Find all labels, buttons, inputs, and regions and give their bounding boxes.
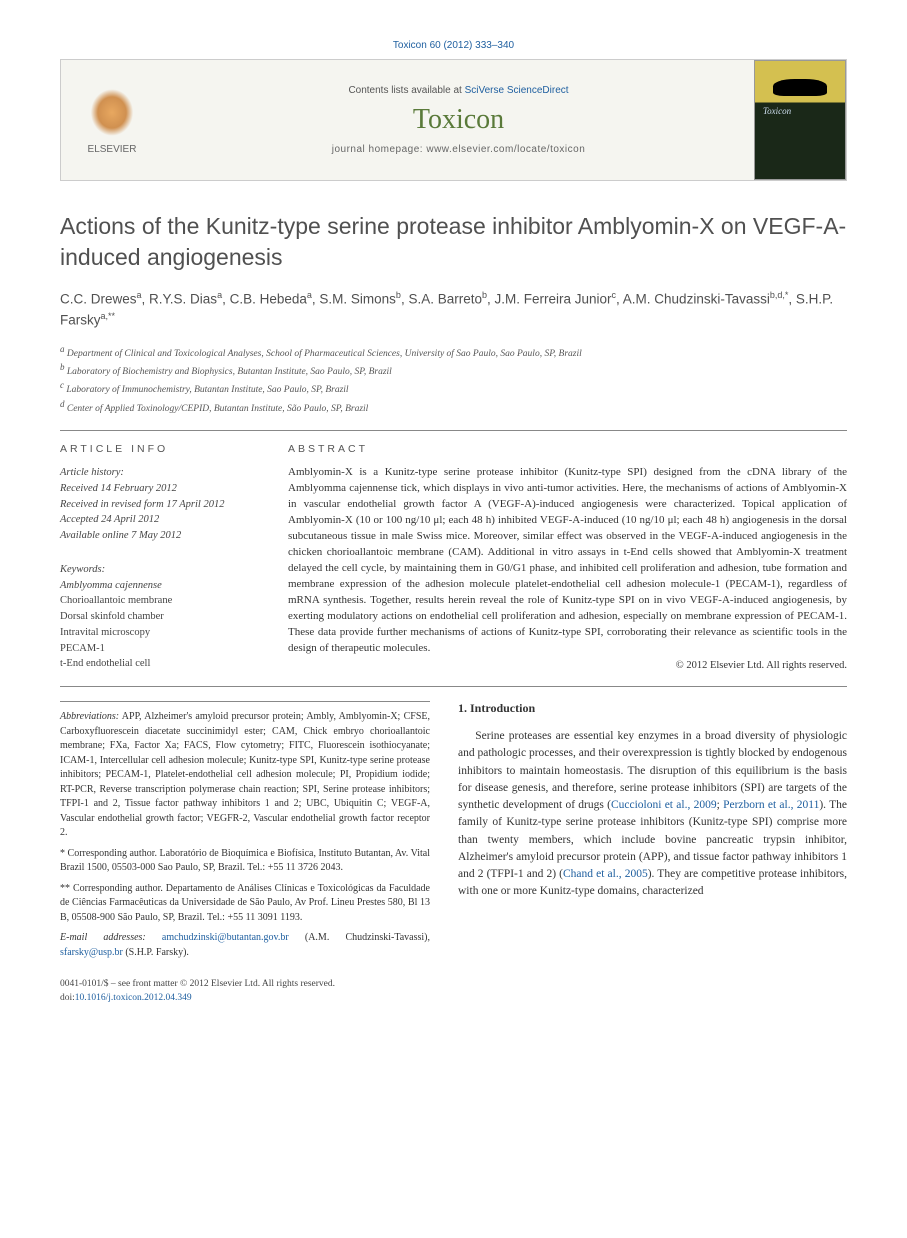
email-link-1[interactable]: amchudzinski@butantan.gov.br — [162, 932, 289, 943]
journal-name: Toxicon — [413, 104, 504, 136]
article-history: Article history: Received 14 February 20… — [60, 465, 260, 544]
page-footer: 0041-0101/$ – see front matter © 2012 El… — [60, 978, 847, 1005]
keyword-entry: PECAM-1 — [60, 641, 260, 657]
email-name-2: (S.H.P. Farsky). — [125, 947, 189, 958]
authors-list: C.C. Drewesa, R.Y.S. Diasa, C.B. Hebedaa… — [60, 289, 847, 331]
history-entry: Accepted 24 April 2012 — [60, 512, 260, 528]
journal-cover-thumbnail[interactable] — [754, 60, 846, 180]
abbreviations-text: APP, Alzheimer's amyloid precursor prote… — [60, 711, 430, 838]
contents-availability: Contents lists available at SciVerse Sci… — [348, 85, 568, 96]
journal-header-box: ELSEVIER Contents lists available at Sci… — [60, 59, 847, 181]
journal-homepage: journal homepage: www.elsevier.com/locat… — [332, 144, 586, 155]
abstract-copyright: © 2012 Elsevier Ltd. All rights reserved… — [288, 660, 847, 671]
abstract-text: Amblyomin-X is a Kunitz-type serine prot… — [288, 465, 847, 656]
elsevier-logo[interactable]: ELSEVIER — [61, 60, 163, 180]
email-link-2[interactable]: sfarsky@usp.br — [60, 947, 123, 958]
email-name-1: (A.M. Chudzinski-Tavassi), — [305, 932, 430, 943]
keyword-entry: Intravital microscopy — [60, 625, 260, 641]
keywords-label: Keywords: — [60, 562, 260, 578]
elsevier-tree-icon — [87, 85, 137, 140]
homepage-url[interactable]: www.elsevier.com/locate/toxicon — [426, 144, 585, 155]
contents-prefix: Contents lists available at — [348, 85, 464, 96]
doi-label: doi: — [60, 993, 75, 1003]
keyword-entry: t-End endothelial cell — [60, 656, 260, 672]
journal-citation: Toxicon 60 (2012) 333–340 — [60, 40, 847, 51]
keywords-block: Keywords: Amblyomma cajennenseChorioalla… — [60, 562, 260, 672]
abstract-heading: ABSTRACT — [288, 443, 847, 455]
article-info-heading: ARTICLE INFO — [60, 443, 260, 455]
keyword-entry: Chorioallantoic membrane — [60, 593, 260, 609]
corresponding-author-2: ** Corresponding author. Departamento de… — [60, 882, 430, 926]
elsevier-label: ELSEVIER — [88, 144, 137, 155]
history-label: Article history: — [60, 465, 260, 481]
footnotes-block: Abbreviations: APP, Alzheimer's amyloid … — [60, 701, 430, 960]
article-title: Actions of the Kunitz-type serine protea… — [60, 211, 847, 273]
affiliations: a Department of Clinical and Toxicologic… — [60, 343, 847, 432]
keyword-entry: Dorsal skinfold chamber — [60, 609, 260, 625]
corresponding-author-1: * Corresponding author. Laboratório de B… — [60, 847, 430, 876]
sciencedirect-link[interactable]: SciVerse ScienceDirect — [465, 85, 569, 96]
homepage-prefix: journal homepage: — [332, 144, 427, 155]
issn-copyright-line: 0041-0101/$ – see front matter © 2012 El… — [60, 978, 847, 991]
history-entry: Received 14 February 2012 — [60, 481, 260, 497]
history-entry: Available online 7 May 2012 — [60, 528, 260, 544]
introduction-heading: 1. Introduction — [458, 701, 847, 716]
email-label: E-mail addresses: — [60, 932, 146, 943]
abbreviations-label: Abbreviations: — [60, 711, 119, 722]
introduction-paragraph: Serine proteases are essential key enzym… — [458, 728, 847, 901]
doi-link[interactable]: 10.1016/j.toxicon.2012.04.349 — [75, 993, 192, 1003]
keyword-entry: Amblyomma cajennense — [60, 578, 260, 594]
history-entry: Received in revised form 17 April 2012 — [60, 497, 260, 513]
